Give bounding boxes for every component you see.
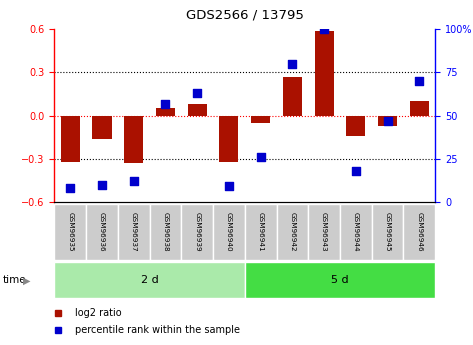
Text: GSM96935: GSM96935 [67,212,73,252]
Text: 5 d: 5 d [331,275,349,285]
Text: time: time [2,275,26,285]
Point [289,61,296,67]
Bar [245,262,435,298]
Bar [86,204,118,260]
Point [67,185,74,191]
Point [193,90,201,96]
Bar [277,204,308,260]
Point [384,118,391,124]
Text: GSM96942: GSM96942 [289,212,295,252]
Bar [156,108,175,116]
Bar [251,116,270,123]
Text: GSM96938: GSM96938 [162,212,168,252]
Bar [93,116,112,139]
Bar [315,31,333,116]
Text: GSM96940: GSM96940 [226,212,232,252]
Bar [308,204,340,260]
Point [130,178,138,184]
Text: GSM96939: GSM96939 [194,212,200,252]
Text: percentile rank within the sample: percentile rank within the sample [75,325,240,335]
Text: GSM96937: GSM96937 [131,212,137,252]
Point [320,27,328,32]
Bar [149,204,181,260]
Text: GSM96945: GSM96945 [385,212,391,252]
Point [352,168,359,174]
Bar [372,204,403,260]
Point [225,184,233,189]
Point [98,182,106,187]
Bar [410,101,429,116]
Point [162,101,169,106]
Bar [61,116,80,161]
Bar [118,204,149,260]
Bar [124,116,143,163]
Text: GSM96943: GSM96943 [321,212,327,252]
Text: ▶: ▶ [23,275,30,285]
Text: 2 d: 2 d [140,275,158,285]
Bar [188,104,207,116]
Bar [54,262,245,298]
Text: GSM96944: GSM96944 [353,212,359,252]
Text: GSM96936: GSM96936 [99,212,105,252]
Text: log2 ratio: log2 ratio [75,308,122,318]
Bar [403,204,435,260]
Text: GSM96941: GSM96941 [258,212,263,252]
Bar [219,116,238,161]
Bar [213,204,245,260]
Bar [340,204,372,260]
Bar [245,204,277,260]
Point [415,78,423,84]
Point [257,154,264,160]
Text: GDS2566 / 13795: GDS2566 / 13795 [186,9,304,22]
Bar [346,116,365,136]
Bar [181,204,213,260]
Bar [54,204,86,260]
Bar [283,77,302,116]
Text: GSM96946: GSM96946 [416,212,422,252]
Bar [378,116,397,126]
